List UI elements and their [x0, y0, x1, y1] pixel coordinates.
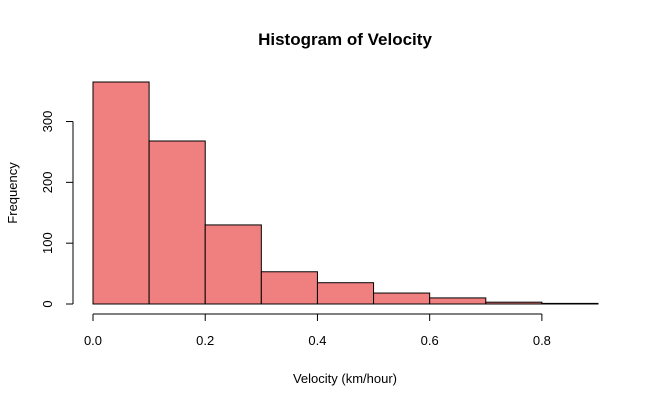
x-tick-label: 0.6 — [421, 333, 439, 348]
histogram-bar-4 — [260, 271, 318, 305]
y-tick-label: 100 — [40, 232, 55, 254]
histogram-bar-7 — [429, 297, 487, 305]
bars-group — [92, 81, 599, 305]
x-tick-label: 0.4 — [308, 333, 326, 348]
x-tick-label: 0.2 — [196, 333, 214, 348]
y-axis: 0 100 200 300 — [40, 111, 74, 308]
y-tick-label: 200 — [40, 172, 55, 194]
y-tick-label: 0 — [40, 300, 55, 307]
x-axis-title: Velocity (km/hour) — [293, 371, 397, 386]
histogram-bar-3 — [204, 224, 262, 305]
histogram-bar-2 — [148, 140, 206, 305]
y-axis-title: Frequency — [5, 162, 20, 224]
histogram-bar-1 — [92, 81, 150, 305]
histogram-bar-5 — [316, 282, 375, 305]
chart-title: Histogram of Velocity — [258, 30, 432, 49]
histogram-bar-8 — [485, 301, 543, 305]
x-axis: 0.0 0.2 0.4 0.6 0.8 — [84, 313, 551, 348]
y-tick-label: 300 — [40, 111, 55, 133]
histogram-bar-9 — [541, 302, 599, 305]
histogram-bar-6 — [373, 292, 431, 305]
x-tick-label: 0.0 — [84, 333, 102, 348]
x-tick-label: 0.8 — [533, 333, 551, 348]
